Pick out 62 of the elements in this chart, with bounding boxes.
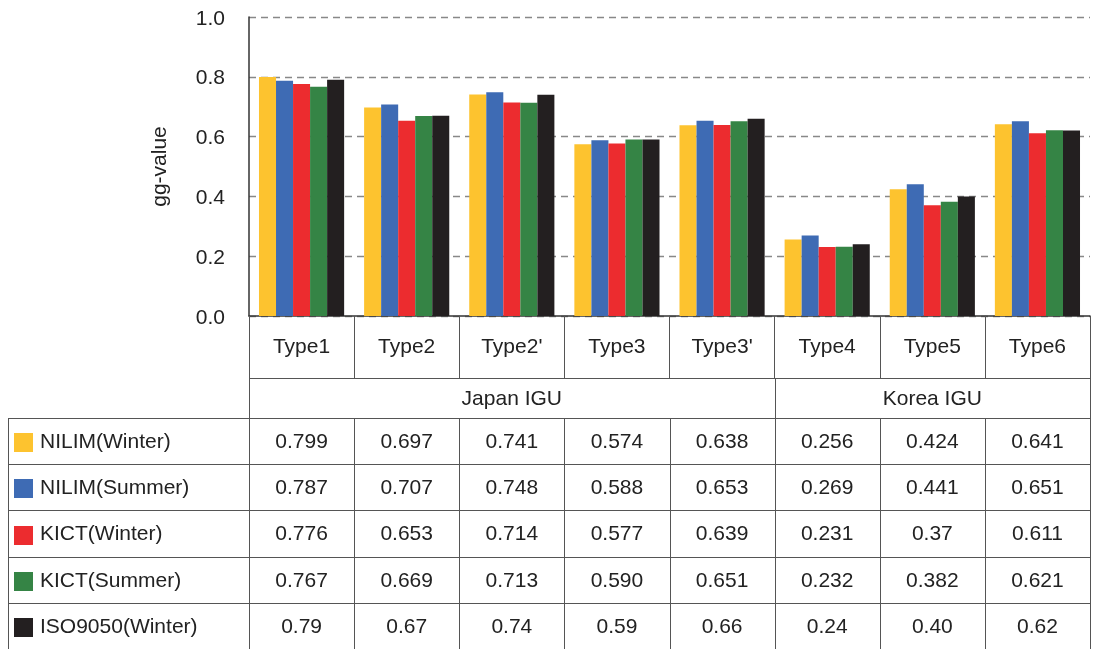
data-label: 0.232 bbox=[799, 566, 855, 593]
data-label: 0.59 bbox=[595, 612, 639, 639]
y-tick-label: 0.0 bbox=[195, 304, 225, 328]
data-label: 0.424 bbox=[905, 428, 960, 454]
data-label: 0.653 bbox=[379, 520, 434, 547]
data-label: 0.74 bbox=[490, 612, 534, 639]
data-label: 0.621 bbox=[1010, 566, 1065, 593]
data-label: 0.382 bbox=[905, 566, 960, 593]
y-tick-label: 0.2 bbox=[195, 244, 225, 268]
data-label: 0.707 bbox=[379, 474, 434, 501]
data-label: 0.441 bbox=[905, 474, 960, 501]
data-label: 0.574 bbox=[589, 428, 645, 454]
data-label: 0.66 bbox=[700, 612, 744, 639]
data-label: 0.231 bbox=[799, 520, 855, 547]
data-label: 0.639 bbox=[694, 520, 750, 547]
data-label: 0.799 bbox=[274, 428, 329, 454]
data-label: 0.269 bbox=[799, 474, 855, 501]
data-label: 0.653 bbox=[694, 474, 750, 501]
legend-label: NILIM(Winter) bbox=[40, 428, 172, 454]
x-tick-label: Type6 bbox=[1008, 334, 1067, 357]
data-label: 0.741 bbox=[484, 428, 540, 454]
legend-label: KICT(Winter) bbox=[40, 520, 164, 547]
y-axis-title: gg-value bbox=[147, 126, 170, 207]
y-tick-label: 1.0 bbox=[195, 5, 225, 29]
data-label: 0.713 bbox=[484, 566, 540, 593]
data-label: 0.714 bbox=[484, 520, 540, 547]
data-label: 0.651 bbox=[1010, 474, 1065, 501]
data-label: 0.79 bbox=[280, 612, 323, 639]
data-label: 0.767 bbox=[274, 566, 329, 593]
legend-label: NILIM(Summer) bbox=[40, 474, 191, 501]
data-label: 0.67 bbox=[385, 612, 429, 639]
x-tick-label: Type2' bbox=[481, 334, 543, 357]
x-tick-label: Type3 bbox=[588, 334, 646, 357]
y-tick-label: 0.6 bbox=[195, 125, 225, 149]
data-label: 0.776 bbox=[274, 520, 329, 547]
data-label: 0.24 bbox=[805, 612, 849, 639]
data-label: 0.641 bbox=[1010, 428, 1065, 454]
data-label: 0.588 bbox=[589, 474, 645, 501]
legend-label: ISO9050(Winter) bbox=[40, 612, 199, 639]
data-label: 0.590 bbox=[589, 566, 645, 593]
data-label: 0.697 bbox=[379, 428, 434, 454]
text: Korea IGU bbox=[881, 385, 983, 411]
x-tick-label: Type5 bbox=[903, 334, 961, 357]
data-label: 0.256 bbox=[799, 428, 855, 454]
data-label: 0.748 bbox=[484, 474, 540, 501]
x-tick-label: Type2 bbox=[378, 334, 436, 357]
data-label: 0.37 bbox=[910, 520, 954, 547]
legend-label: KICT(Summer) bbox=[40, 566, 183, 593]
data-label: 0.62 bbox=[1016, 612, 1059, 639]
text: Japan IGU bbox=[460, 385, 563, 411]
data-label: 0.651 bbox=[694, 566, 750, 593]
data-label: 0.40 bbox=[910, 612, 954, 639]
data-label: 0.611 bbox=[1010, 520, 1064, 547]
x-tick-label: Type3' bbox=[691, 334, 753, 357]
data-label: 0.638 bbox=[694, 428, 750, 454]
x-tick-label: Type1 bbox=[272, 334, 331, 357]
y-tick-label: 0.8 bbox=[195, 65, 225, 89]
data-label: 0.787 bbox=[274, 474, 329, 501]
data-label: 0.577 bbox=[589, 520, 645, 547]
data-label: 0.669 bbox=[379, 566, 434, 593]
y-tick-label: 0.4 bbox=[195, 184, 226, 208]
x-tick-label: Type4 bbox=[798, 334, 857, 357]
